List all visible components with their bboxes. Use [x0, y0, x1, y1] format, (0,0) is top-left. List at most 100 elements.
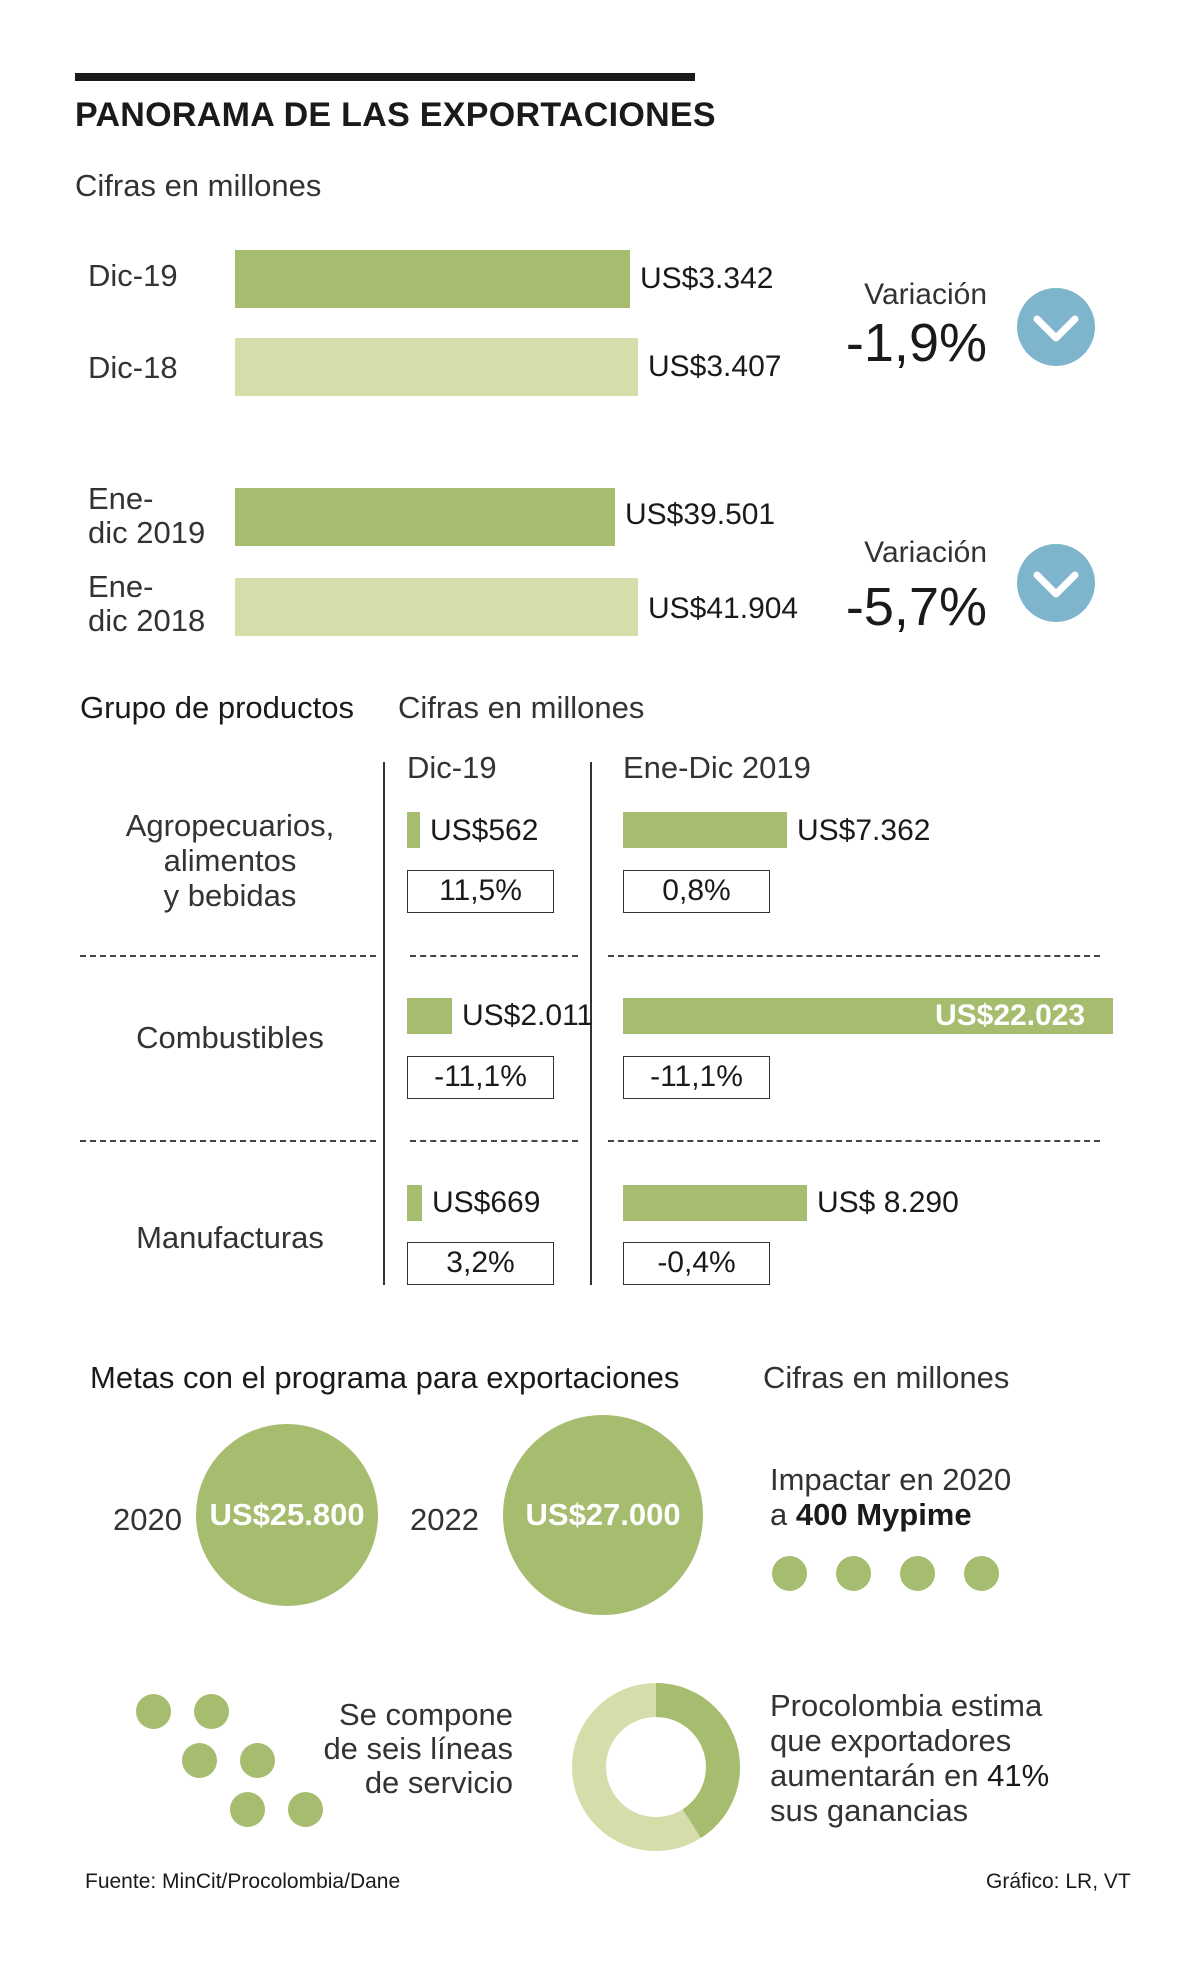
row-separator [410, 955, 578, 957]
variation-label-dic: Variación [864, 278, 987, 311]
service-dot [136, 1694, 171, 1729]
value-agro-dic19: US$562 [430, 814, 539, 847]
credit: Gráfico: LR, VT [986, 1870, 1131, 1893]
bar-label-2018-line2: dic 2018 [88, 603, 206, 638]
procolombia-highlight: 41% [987, 1758, 1050, 1793]
service-dot [288, 1792, 323, 1827]
page-title: PANORAMA DE LAS EXPORTACIONES [75, 96, 716, 134]
bar-comb-year [623, 998, 1113, 1034]
chevron-down-icon [1017, 288, 1095, 366]
bar-dic19 [235, 250, 630, 308]
value-label-dic18: US$3.407 [648, 350, 782, 383]
service-line: de seis líneas [323, 1731, 513, 1766]
mypime-prefix: a [770, 1497, 796, 1532]
profit-donut [572, 1683, 740, 1851]
procolombia-line: que exportadores [770, 1723, 1012, 1758]
goal-circle-2022 [503, 1415, 703, 1615]
bar-label-2019-line2: dic 2019 [88, 515, 206, 550]
mypime-dot [900, 1556, 935, 1591]
variation-value-dic: -1,9% [845, 313, 987, 373]
service-dot [182, 1743, 217, 1778]
pct-manu-dic19: 3,2% [407, 1242, 554, 1285]
mypime-dot [836, 1556, 871, 1591]
source: Fuente: MinCit/Procolombia/Dane [85, 1870, 401, 1893]
goal-circle-2020 [196, 1424, 378, 1606]
bar-label-2018: Ene- dic 2018 [88, 570, 205, 638]
service-lines-text: Se compone de seis líneas de servicio [270, 1698, 513, 1800]
service-dot [240, 1743, 275, 1778]
bar-label-2019-line1: Ene- [88, 481, 154, 516]
procolombia-line: sus ganancias [770, 1793, 969, 1828]
column-ene-dic-2019: Ene-Dic 2019 [623, 750, 811, 785]
value-manu-dic19: US$669 [432, 1186, 541, 1219]
row-separator [608, 1140, 1100, 1142]
group-label-line: Combustibles [136, 1020, 324, 1055]
row-separator [608, 955, 1100, 957]
service-dot [194, 1694, 229, 1729]
mypime-text: Impactar en 2020 a 400 Mypime [770, 1462, 1011, 1532]
service-line: Se compone [338, 1697, 513, 1732]
group-label-line: y bebidas [163, 878, 297, 913]
group-label-line: alimentos [163, 843, 297, 878]
mypime-dot [772, 1556, 807, 1591]
group-label-line: Agropecuarios, [125, 808, 335, 843]
service-line: de servicio [364, 1765, 513, 1800]
pct-comb-year: -11,1% [623, 1056, 770, 1099]
procolombia-line3: aumentarán en [770, 1758, 988, 1793]
mypime-line1: Impactar en 2020 [770, 1462, 1012, 1497]
bar-manu-year [623, 1185, 807, 1221]
goal-year-2020: 2020 [113, 1502, 182, 1537]
products-title: Grupo de productos [80, 690, 355, 725]
pct-comb-dic19: -11,1% [407, 1056, 554, 1099]
column-divider [590, 762, 592, 1285]
variation-label-year: Variación [864, 536, 987, 569]
group-combustibles: Combustibles [80, 1020, 380, 1055]
service-dot [230, 1792, 265, 1827]
group-label-line: Manufacturas [136, 1220, 324, 1255]
procolombia-line: Procolombia estima [770, 1688, 1043, 1723]
mypime-dot [964, 1556, 999, 1591]
mypime-highlight: 400 Mypime [795, 1497, 972, 1532]
bar-label-dic18: Dic-18 [88, 350, 178, 385]
bar-label-2018-line1: Ene- [88, 569, 154, 604]
bar-manu-dic19 [407, 1185, 422, 1221]
pct-agro-year: 0,8% [623, 870, 770, 913]
row-separator [80, 955, 376, 957]
bar-2018 [235, 578, 638, 636]
pct-manu-year: -0,4% [623, 1242, 770, 1285]
value-comb-year: US$22.023 [935, 999, 1086, 1032]
variation-value-year: -5,7% [845, 577, 987, 637]
value-label-dic19: US$3.342 [640, 262, 774, 295]
value-manu-year: US$ 8.290 [817, 1186, 959, 1219]
bar-agro-year [623, 812, 787, 848]
row-separator [80, 1140, 376, 1142]
chevron-down-icon [1017, 544, 1095, 622]
donut-segment-41 [572, 1683, 740, 1851]
value-label-2018: US$41.904 [648, 592, 799, 625]
metas-title: Metas con el programa para exportaciones [90, 1360, 680, 1395]
column-divider [383, 762, 385, 1285]
goal-year-2022: 2022 [410, 1502, 479, 1537]
bar-dic18 [235, 338, 638, 396]
bar-agro-dic19 [407, 812, 420, 848]
group-manufacturas: Manufacturas [80, 1220, 380, 1255]
mypime-line2: a 400 Mypime [770, 1497, 1011, 1532]
bar-label-dic19: Dic-19 [88, 258, 178, 293]
pct-agro-dic19: 11,5% [407, 870, 554, 913]
title-rule [75, 73, 695, 81]
procolombia-line: aumentarán en 41% [770, 1758, 1049, 1793]
group-agropecuarios: Agropecuarios, alimentos y bebidas [80, 808, 380, 913]
goal-value-2020: US$25.800 [209, 1497, 365, 1532]
bar-2019 [235, 488, 615, 546]
metas-units: Cifras en millones [763, 1360, 1010, 1395]
bar-label-2019: Ene- dic 2019 [88, 482, 205, 550]
bar-comb-dic19 [407, 998, 452, 1034]
value-agro-year: US$7.362 [797, 814, 931, 847]
row-separator [410, 1140, 578, 1142]
value-label-2019: US$39.501 [625, 498, 776, 531]
units-label: Cifras en millones [75, 168, 322, 203]
products-units: Cifras en millones [398, 690, 645, 725]
column-dic19: Dic-19 [407, 750, 497, 785]
value-comb-dic19: US$2.011 [462, 999, 594, 1032]
procolombia-text: Procolombia estima que exportadores aume… [770, 1688, 1049, 1828]
